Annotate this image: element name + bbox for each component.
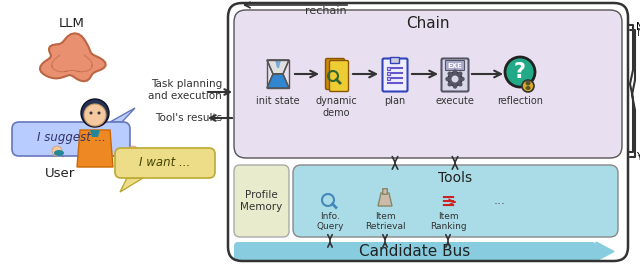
Text: Tool's results: Tool's results <box>155 113 222 123</box>
Text: Yes: Yes <box>637 155 640 165</box>
Polygon shape <box>110 108 135 122</box>
Ellipse shape <box>126 150 136 156</box>
Text: Profile
Memory: Profile Memory <box>241 190 283 212</box>
FancyBboxPatch shape <box>234 242 596 261</box>
FancyBboxPatch shape <box>330 60 349 91</box>
Bar <box>387 67 390 69</box>
Text: Item
Retrieval: Item Retrieval <box>365 212 405 231</box>
Ellipse shape <box>525 86 531 90</box>
Text: reflection: reflection <box>497 96 543 106</box>
FancyBboxPatch shape <box>234 165 289 237</box>
FancyBboxPatch shape <box>390 58 399 64</box>
Text: Tools: Tools <box>438 171 472 185</box>
Polygon shape <box>120 178 143 192</box>
Text: LLM: LLM <box>59 17 85 30</box>
Text: dynamic
demo: dynamic demo <box>315 96 357 118</box>
Text: Task planning
and execution: Task planning and execution <box>148 79 222 101</box>
Text: Yes: Yes <box>636 152 640 162</box>
Text: Chain: Chain <box>406 15 450 30</box>
Text: No: No <box>636 22 640 32</box>
Circle shape <box>52 146 62 156</box>
Circle shape <box>505 57 535 87</box>
Text: I want ...: I want ... <box>140 157 191 170</box>
Circle shape <box>97 112 100 114</box>
Circle shape <box>447 72 452 76</box>
Circle shape <box>453 69 457 74</box>
Polygon shape <box>109 129 133 157</box>
Polygon shape <box>378 193 392 206</box>
Text: No: No <box>637 28 640 38</box>
FancyBboxPatch shape <box>115 148 215 178</box>
Text: rechain: rechain <box>305 6 347 16</box>
Circle shape <box>84 104 106 126</box>
Text: EXE: EXE <box>447 63 463 69</box>
Text: execute: execute <box>436 96 474 106</box>
Circle shape <box>460 77 465 81</box>
FancyBboxPatch shape <box>12 122 130 156</box>
Polygon shape <box>267 74 289 88</box>
Circle shape <box>128 146 138 156</box>
Bar <box>387 72 390 74</box>
Polygon shape <box>275 60 281 68</box>
Polygon shape <box>267 74 289 88</box>
Ellipse shape <box>54 150 64 156</box>
Text: ≡: ≡ <box>440 193 456 211</box>
Polygon shape <box>40 33 106 81</box>
Polygon shape <box>57 129 81 157</box>
FancyBboxPatch shape <box>293 165 618 237</box>
Circle shape <box>447 82 452 86</box>
FancyBboxPatch shape <box>234 10 622 158</box>
Text: init state: init state <box>256 96 300 106</box>
Polygon shape <box>90 130 100 137</box>
Circle shape <box>445 77 450 81</box>
Text: Info.
Query: Info. Query <box>316 212 344 231</box>
Bar <box>387 77 390 80</box>
Circle shape <box>458 82 463 86</box>
Text: Item
Ranking: Item Ranking <box>429 212 467 231</box>
FancyBboxPatch shape <box>442 59 468 91</box>
Polygon shape <box>596 242 614 261</box>
Text: Candidate Bus: Candidate Bus <box>360 244 470 259</box>
Circle shape <box>451 76 458 82</box>
FancyBboxPatch shape <box>445 60 465 70</box>
FancyBboxPatch shape <box>383 189 387 194</box>
Polygon shape <box>77 130 113 167</box>
Text: plan: plan <box>385 96 406 106</box>
FancyBboxPatch shape <box>383 59 408 91</box>
Text: User: User <box>45 167 76 180</box>
Circle shape <box>81 99 109 127</box>
Circle shape <box>458 72 463 76</box>
Polygon shape <box>267 60 289 74</box>
Circle shape <box>448 72 462 86</box>
Text: I suggest ...: I suggest ... <box>36 131 106 144</box>
FancyBboxPatch shape <box>326 59 344 90</box>
Circle shape <box>522 80 534 92</box>
Circle shape <box>525 81 531 86</box>
Text: ?: ? <box>514 62 526 82</box>
Circle shape <box>453 84 457 89</box>
Text: ...: ... <box>494 193 506 206</box>
Circle shape <box>90 112 93 114</box>
